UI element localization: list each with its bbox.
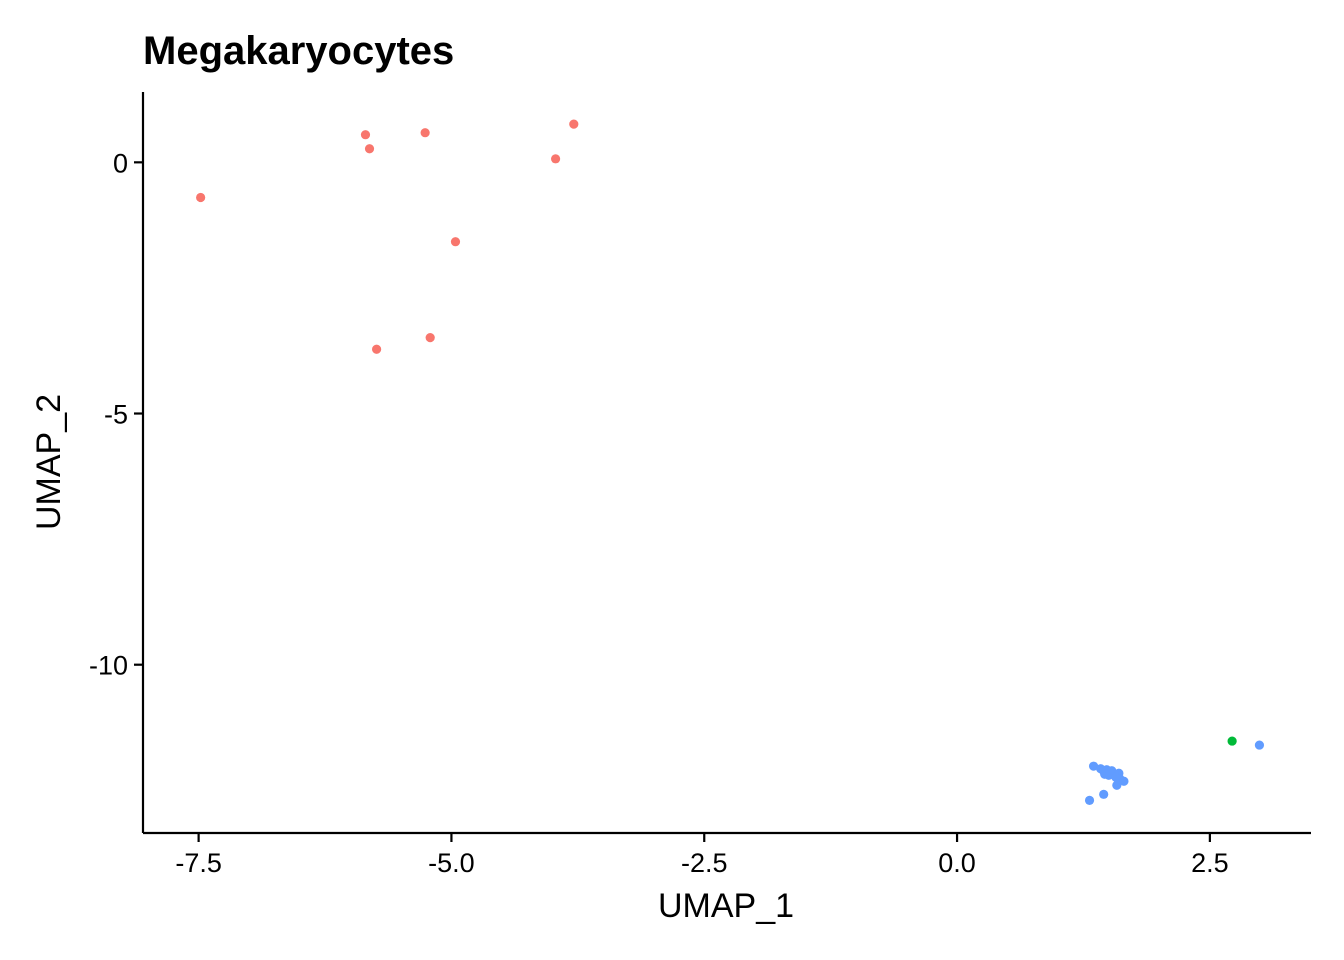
x-tick-label: -5.0 xyxy=(428,848,475,878)
data-point xyxy=(372,344,382,354)
data-point xyxy=(1112,780,1122,790)
y-tick-label: -10 xyxy=(89,651,128,681)
data-point xyxy=(360,130,371,140)
data-point xyxy=(420,128,430,138)
data-point xyxy=(425,333,435,343)
data-point xyxy=(364,144,375,154)
data-point xyxy=(550,154,561,164)
data-point xyxy=(1099,789,1109,799)
data-point xyxy=(1088,761,1099,771)
x-axis-label: UMAP_1 xyxy=(658,887,794,925)
y-tick-label: -5 xyxy=(104,400,128,430)
chart-title: Megakaryocytes xyxy=(143,29,454,73)
x-tick-label: 0.0 xyxy=(938,848,976,878)
x-tick-label: 2.5 xyxy=(1191,848,1229,878)
series-2 xyxy=(1084,740,1265,805)
data-point xyxy=(450,237,461,247)
data-point xyxy=(569,119,579,129)
x-tick-label: -7.5 xyxy=(175,848,222,878)
series-1 xyxy=(1227,736,1237,746)
data-point xyxy=(1119,776,1129,786)
y-axis-label: UMAP_2 xyxy=(30,394,68,530)
data-point xyxy=(196,192,206,203)
data-point xyxy=(1084,795,1095,805)
data-point xyxy=(1104,770,1114,780)
y-axis-ticks: 0 -5 -10 xyxy=(89,148,143,681)
y-tick-label: 0 xyxy=(113,148,128,178)
x-tick-label: -2.5 xyxy=(681,848,728,878)
series-0 xyxy=(196,119,579,354)
points-layer xyxy=(196,119,1265,805)
data-point xyxy=(1254,740,1265,750)
data-point xyxy=(1227,736,1237,746)
x-axis-ticks: -7.5 -5.0 -2.5 0.0 2.5 xyxy=(175,833,1229,878)
